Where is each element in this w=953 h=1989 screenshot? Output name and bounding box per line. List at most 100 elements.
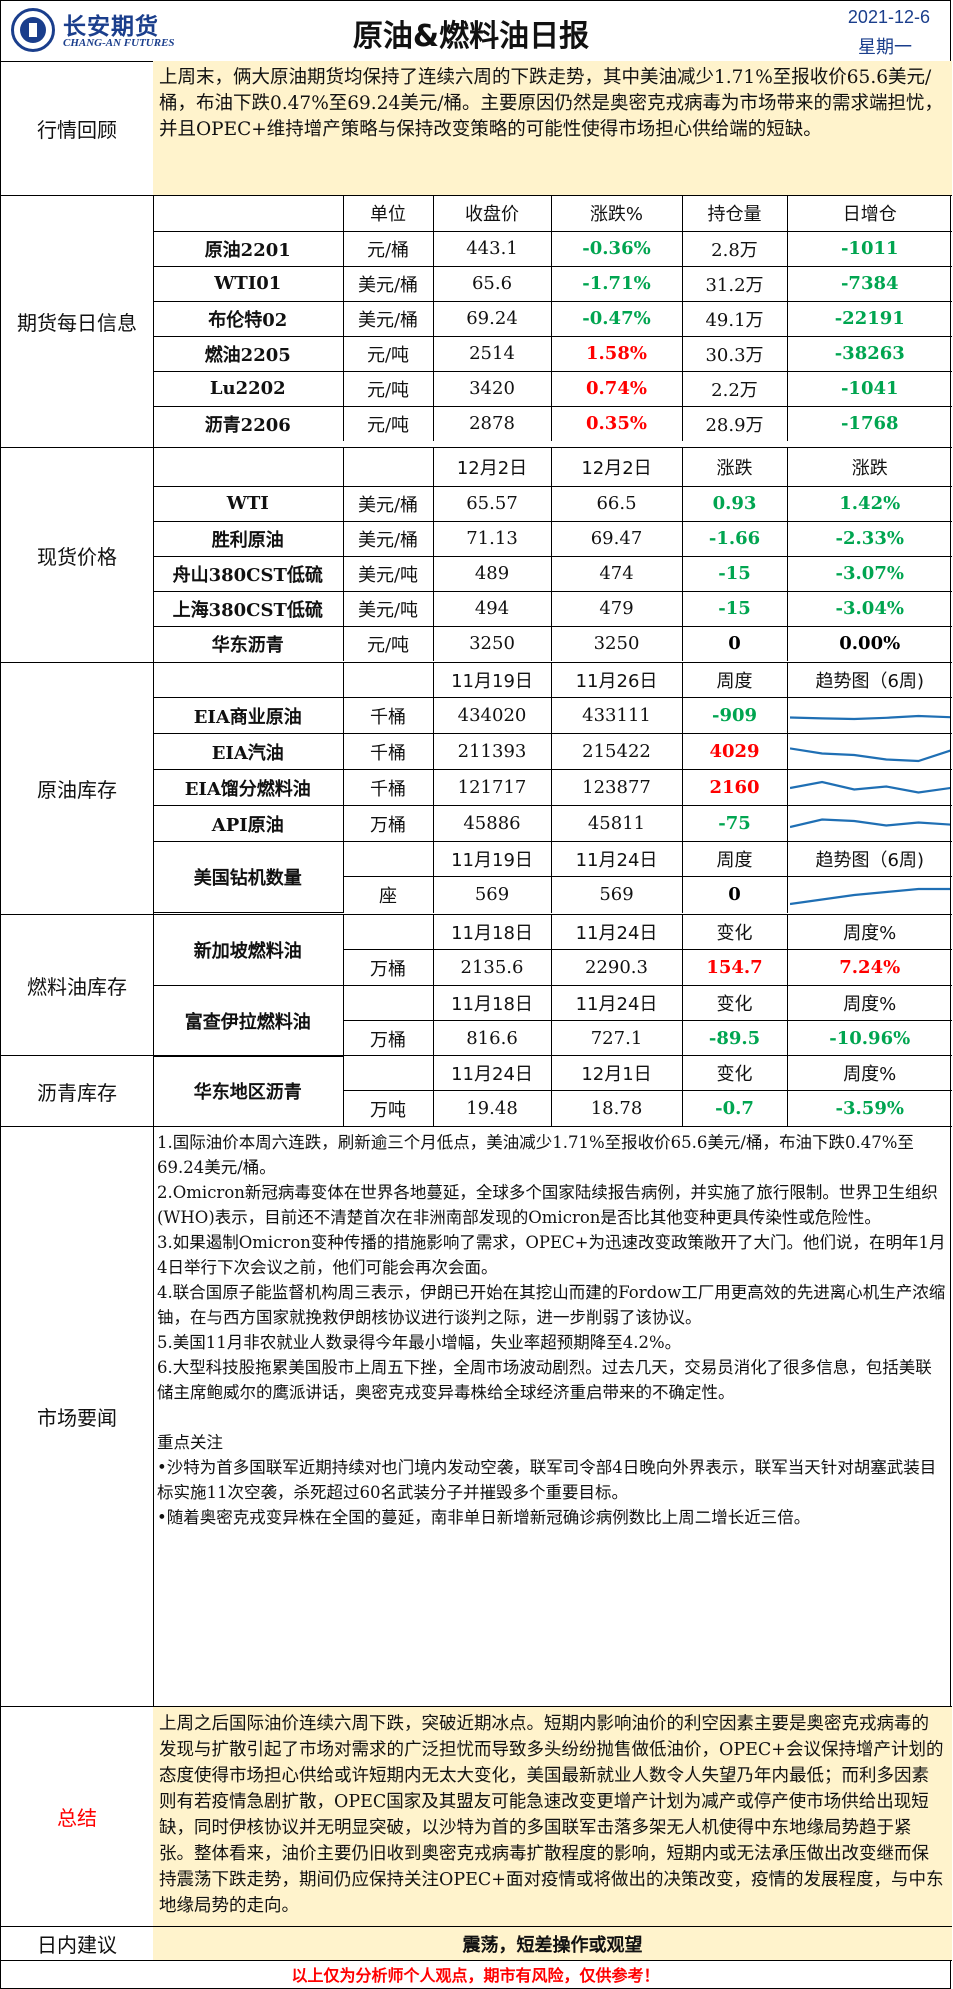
sparkline-series xyxy=(789,780,950,794)
futures-change: 1.58% xyxy=(550,335,683,372)
summary-label: 总结 xyxy=(1,1707,154,1926)
report-weekday: 星期一 xyxy=(858,37,912,58)
spot-change: -15 xyxy=(681,555,788,592)
spot-unit: 元/吨 xyxy=(342,625,434,661)
rig-header-weekly: 周度 xyxy=(681,841,788,877)
crude-name: EIA汽油 xyxy=(153,733,344,770)
fuel-inventory-label: 燃料油库存 xyxy=(1,915,154,1055)
crude-unit: 千桶 xyxy=(342,733,434,770)
spot-price2: 69.47 xyxy=(550,520,683,557)
futures-doi: -1768 xyxy=(786,405,952,441)
futures-change: -0.36% xyxy=(550,230,683,267)
table-row: EIA商业原油 千桶 434020 433111 -909 xyxy=(153,697,952,734)
futures-unit: 元/吨 xyxy=(342,405,434,441)
crude-unit: 万桶 xyxy=(342,805,434,842)
company-logo-icon xyxy=(11,8,55,52)
spot-unit: 美元/吨 xyxy=(342,590,434,627)
spot-header-change: 涨跌 xyxy=(681,448,788,487)
spot-change: -1.66 xyxy=(681,520,788,557)
spot-name: 胜利原油 xyxy=(153,520,344,557)
futures-name: WTI01 xyxy=(153,265,344,302)
asphalt-inventory-table: 华东地区沥青 11月24日 12月1日 变化 周度% 万吨 19.48 18.7… xyxy=(153,1056,952,1127)
spot-price2: 66.5 xyxy=(550,485,683,522)
table-row: 万桶 816.6 727.1 -89.5 -10.96% xyxy=(153,1020,952,1057)
intraday-advice-text: 震荡，短差操作或观望 xyxy=(153,1927,952,1960)
futures-name: 燃油2205 xyxy=(153,335,344,372)
fuel-inventory-table: 新加坡燃料油 11月18日 11月24日 变化 周度% 万桶 2135.6 22… xyxy=(153,915,952,1057)
spot-header-blank xyxy=(153,448,344,487)
futures-close: 69.24 xyxy=(432,300,552,337)
asphalt-name: 华东地区沥青 xyxy=(153,1056,344,1127)
futures-header-doi: 日增仓 xyxy=(786,196,952,232)
table-row: 胜利原油 美元/桶 71.13 69.47 -1.66 -2.33% xyxy=(153,520,952,557)
asphalt-header-date1: 11月24日 xyxy=(432,1056,552,1091)
fj-change: -89.5 xyxy=(681,1020,788,1057)
spot-price1: 494 xyxy=(432,590,552,627)
futures-close: 2878 xyxy=(432,405,552,441)
futures-change: 0.35% xyxy=(550,405,683,441)
asphalt-header-pct: 周度% xyxy=(786,1056,952,1091)
asphalt-header-row: 华东地区沥青 11月24日 12月1日 变化 周度% xyxy=(153,1056,952,1127)
spot-pct: -3.07% xyxy=(786,555,952,592)
futures-name: Lu2202 xyxy=(153,370,344,407)
spot-price1: 65.57 xyxy=(432,485,552,522)
news-item: 5.美国11月非农就业人数录得今年最小增幅，失业率超预期降至4.2%。 xyxy=(157,1333,682,1352)
table-row: 布伦特02 美元/桶 69.24 -0.47% 49.1万 -22191 xyxy=(153,300,952,337)
futures-label: 期货每日信息 xyxy=(1,196,154,447)
sg-header-change: 变化 xyxy=(681,915,788,950)
rig-header-row: 美国钻机数量 11月19日 11月24日 周度 趋势图（6周) xyxy=(153,841,952,913)
intraday-advice-section: 日内建议 震荡，短差操作或观望 xyxy=(1,1927,952,1961)
futures-doi: -38263 xyxy=(786,335,952,372)
asphalt-change: -0.7 xyxy=(681,1090,788,1127)
fj-header-blank xyxy=(342,985,434,1021)
futures-oi: 30.3万 xyxy=(681,335,788,372)
futures-unit: 美元/桶 xyxy=(342,265,434,302)
futures-close: 65.6 xyxy=(432,265,552,302)
table-row: EIA馏分燃料油 千桶 121717 123877 2160 xyxy=(153,769,952,806)
fj-header-date2: 11月24日 xyxy=(550,985,683,1021)
news-item: 1.国际油价本周六连跌，刷新逾三个月低点，美油减少1.71%至报收价65.6美元… xyxy=(157,1133,914,1177)
spot-pct: 1.42% xyxy=(786,485,952,522)
report-header: 长安期货 CHANG-AN FUTURES 原油&燃料油日报 2021-12-6… xyxy=(1,1,952,62)
crude-unit: 千桶 xyxy=(342,769,434,806)
futures-unit: 元/吨 xyxy=(342,335,434,372)
trend-sparkline xyxy=(786,733,952,770)
trend-sparkline xyxy=(786,769,952,806)
spot-price2: 3250 xyxy=(550,625,683,661)
asphalt-header-blank xyxy=(342,1056,434,1091)
table-row: 原油2201 元/桶 443.1 -0.36% 2.8万 -1011 xyxy=(153,230,952,267)
crude-header-weekly: 周度 xyxy=(681,663,788,698)
fuel-inventory-section: 燃料油库存 新加坡燃料油 11月18日 11月24日 变化 周度% 万桶 213… xyxy=(1,915,952,1057)
table-row: 舟山380CST低硫 美元/吨 489 474 -15 -3.07% xyxy=(153,555,952,592)
fj-value1: 816.6 xyxy=(432,1020,552,1057)
rig-header-date2: 11月24日 xyxy=(550,841,683,877)
crude-value1: 211393 xyxy=(432,733,552,770)
crude-value2: 215422 xyxy=(550,733,683,770)
report-title: 原油&燃料油日报 xyxy=(352,19,590,54)
spot-header-pct: 涨跌 xyxy=(786,448,952,487)
asphalt-header-date2: 12月1日 xyxy=(550,1056,683,1091)
crude-header-row: 11月19日 11月26日 周度 趋势图（6周) xyxy=(153,663,952,698)
market-review-label: 行情回顾 xyxy=(1,61,154,195)
news-item: 4.联合国原子能监督机构周三表示，伊朗已开始在其挖山而建的Fordow工厂用更高… xyxy=(157,1283,946,1327)
futures-oi: 28.9万 xyxy=(681,405,788,441)
futures-change: 0.74% xyxy=(550,370,683,407)
table-row: Lu2202 元/吨 3420 0.74% 2.2万 -1041 xyxy=(153,370,952,407)
futures-unit: 元/桶 xyxy=(342,230,434,267)
trend-sparkline xyxy=(786,697,952,734)
spot-header-blank xyxy=(342,448,434,487)
rig-weekly: 0 xyxy=(681,876,788,913)
spot-name: 上海380CST低硫 xyxy=(153,590,344,627)
sg-header-pct: 周度% xyxy=(786,915,952,950)
report-date: 2021-12-6 xyxy=(847,7,930,27)
crude-inventory-table: 11月19日 11月26日 周度 趋势图（6周) EIA商业原油 千桶 4340… xyxy=(153,663,952,913)
table-row: WTI 美元/桶 65.57 66.5 0.93 1.42% xyxy=(153,485,952,522)
table-row: 万桶 2135.6 2290.3 154.7 7.24% xyxy=(153,949,952,986)
rig-name: 美国钻机数量 xyxy=(153,841,344,913)
crude-value1: 121717 xyxy=(432,769,552,806)
sg-header-date2: 11月24日 xyxy=(550,915,683,950)
table-row: 上海380CST低硫 美元/吨 494 479 -15 -3.04% xyxy=(153,590,952,627)
futures-change: -0.47% xyxy=(550,300,683,337)
fj-pct: -10.96% xyxy=(786,1020,952,1057)
spot-change: 0 xyxy=(681,625,788,661)
